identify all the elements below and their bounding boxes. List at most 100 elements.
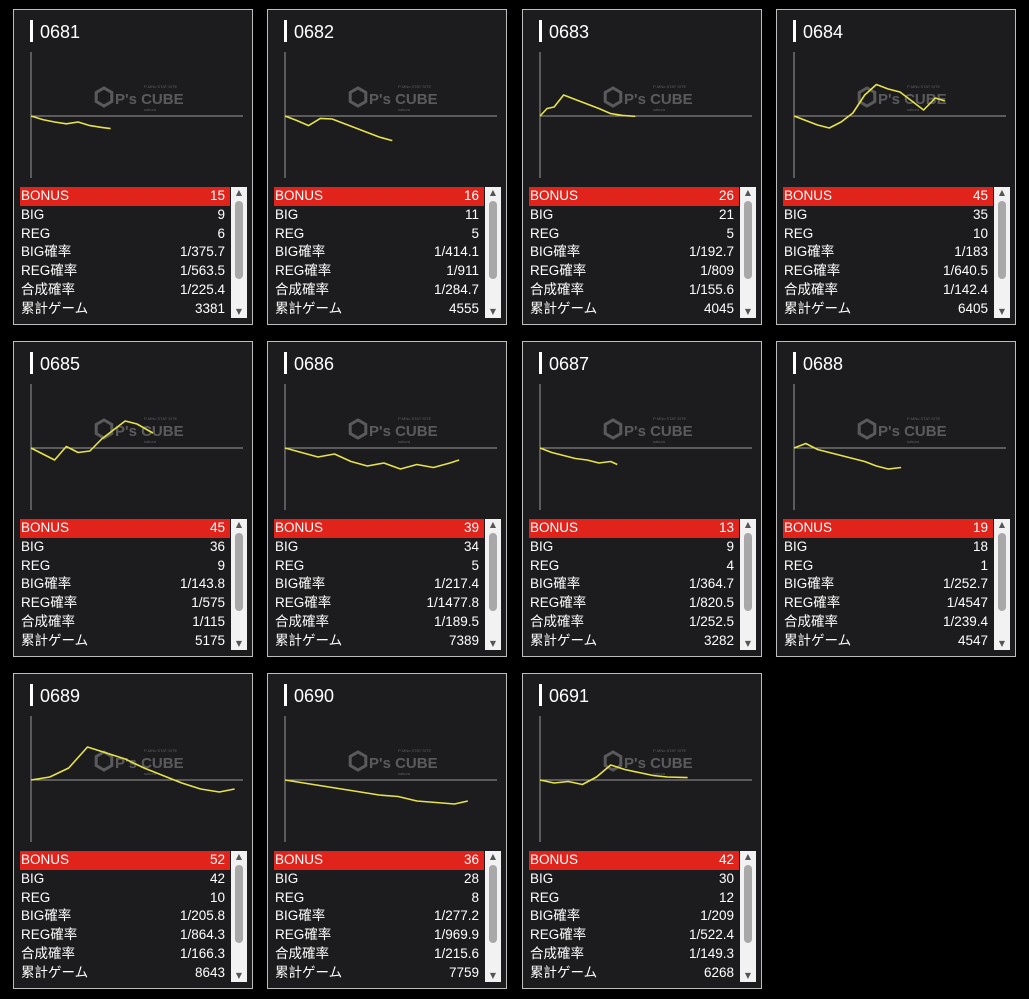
card-header: 0688 [777, 342, 1015, 382]
scroll-down-arrow-icon[interactable]: ▼ [489, 307, 497, 316]
scroll-thumb[interactable] [998, 201, 1006, 279]
games-value: 6405 [957, 300, 988, 316]
card-header: 0686 [268, 342, 506, 382]
stats-scrollbar[interactable]: ▲ ▼ [994, 519, 1010, 650]
machine-number: 0688 [803, 354, 844, 374]
machine-card-0687[interactable]: 0687 P's CUBE P-MNo STAT SITE sakura BONUS… [522, 341, 762, 657]
scroll-up-arrow-icon[interactable]: ▲ [489, 188, 497, 197]
big-prob-value: 1/364.7 [688, 576, 734, 592]
scroll-down-arrow-icon[interactable]: ▼ [998, 307, 1006, 316]
scroll-down-arrow-icon[interactable]: ▼ [744, 971, 752, 980]
big-prob-value: 1/375.7 [179, 244, 225, 260]
watermark-brand: P's CUBE [115, 755, 184, 772]
machine-card-0688[interactable]: 0688 P's CUBE P-MNo STAT SITE sakura BONUS… [776, 341, 1016, 657]
bonus-value: 45 [972, 188, 988, 203]
scroll-up-arrow-icon[interactable]: ▲ [744, 188, 752, 197]
scroll-up-arrow-icon[interactable]: ▲ [235, 188, 243, 197]
bonus-value: 52 [209, 852, 225, 867]
scroll-up-arrow-icon[interactable]: ▲ [744, 852, 752, 861]
scroll-thumb[interactable] [744, 533, 752, 611]
scroll-thumb[interactable] [744, 865, 752, 943]
scroll-up-arrow-icon[interactable]: ▲ [235, 520, 243, 529]
big-value: 36 [209, 538, 225, 554]
scroll-thumb[interactable] [235, 533, 243, 611]
scroll-down-arrow-icon[interactable]: ▼ [489, 971, 497, 980]
big-prob-value: 1/192.7 [688, 244, 734, 260]
watermark-small-bottom: sakura [907, 439, 920, 444]
machine-card-0691[interactable]: 0691 P's CUBE P-MNo STAT SITE sakura BONUS… [522, 673, 762, 989]
stats-scrollbar[interactable]: ▲ ▼ [485, 187, 501, 318]
reg-prob-value: 1/563.5 [179, 263, 225, 279]
watermark-brand: P's CUBE [624, 423, 693, 440]
scroll-up-arrow-icon[interactable]: ▲ [744, 520, 752, 529]
watermark-brand: P's CUBE [115, 91, 184, 108]
machine-card-0690[interactable]: 0690 P's CUBE P-MNo STAT SITE sakura BONUS… [267, 673, 507, 989]
scroll-down-arrow-icon[interactable]: ▼ [235, 639, 243, 648]
reg-row: REG 9 [20, 557, 230, 576]
total-prob-row: 合成確率 1/215.6 [274, 945, 484, 964]
scroll-down-arrow-icon[interactable]: ▼ [235, 971, 243, 980]
stats-scrollbar[interactable]: ▲ ▼ [994, 187, 1010, 318]
big-row: BIG 28 [274, 870, 484, 889]
watermark-small-top: P-MNo STAT SITE [144, 84, 177, 89]
scroll-thumb[interactable] [744, 201, 752, 279]
machine-card-0682[interactable]: 0682 P's CUBE P-MNo STAT SITE sakura BONUS… [267, 9, 507, 325]
reg-value: 12 [718, 889, 734, 905]
machine-card-0681[interactable]: 0681 P's CUBE P-MNo STAT SITE sakura BONUS… [13, 9, 253, 325]
machine-card-0685[interactable]: 0685 P's CUBE P-MNo STAT SITE sakura BONUS… [13, 341, 253, 657]
slump-graph: P's CUBE P-MNo STAT SITE sakura [523, 382, 761, 518]
games-label: 累計ゲーム [275, 964, 343, 980]
stats-scrollbar[interactable]: ▲ ▼ [231, 851, 247, 982]
scroll-up-arrow-icon[interactable]: ▲ [489, 520, 497, 529]
big-prob-row: BIG確率 1/252.7 [783, 575, 993, 594]
card-header: 0681 [14, 10, 252, 50]
stats-scrollbar[interactable]: ▲ ▼ [231, 519, 247, 650]
big-row: BIG 18 [783, 538, 993, 557]
scroll-thumb[interactable] [489, 533, 497, 611]
games-value: 8643 [194, 964, 225, 980]
scroll-down-arrow-icon[interactable]: ▼ [998, 639, 1006, 648]
card-header: 0691 [523, 674, 761, 714]
games-value: 5175 [194, 632, 225, 648]
total-prob-value: 1/166.3 [179, 945, 225, 961]
scroll-up-arrow-icon[interactable]: ▲ [998, 520, 1006, 529]
stats-table: BONUS 45 BIG 35 REG 10 BIG確率 1/183 REG確率 [783, 187, 1013, 319]
games-row: 累計ゲーム 6405 [783, 300, 993, 319]
scroll-thumb[interactable] [489, 201, 497, 279]
title-marker [539, 352, 542, 374]
machine-card-0689[interactable]: 0689 P's CUBE P-MNo STAT SITE sakura BONUS… [13, 673, 253, 989]
big-label: BIG [784, 538, 808, 554]
big-value: 11 [464, 206, 479, 222]
reg-prob-row: REG確率 1/640.5 [783, 262, 993, 281]
stats-scrollbar[interactable]: ▲ ▼ [740, 519, 756, 650]
stats-scrollbar[interactable]: ▲ ▼ [740, 851, 756, 982]
scroll-down-arrow-icon[interactable]: ▼ [744, 639, 752, 648]
slump-line-0691 [539, 764, 688, 786]
bonus-label: BONUS [21, 188, 70, 203]
scroll-thumb[interactable] [235, 865, 243, 943]
stats-scrollbar[interactable]: ▲ ▼ [485, 519, 501, 650]
scroll-thumb[interactable] [489, 865, 497, 943]
scroll-down-arrow-icon[interactable]: ▼ [235, 307, 243, 316]
scroll-up-arrow-icon[interactable]: ▲ [235, 852, 243, 861]
title-marker [793, 20, 796, 42]
total-prob-label: 合成確率 [21, 281, 75, 297]
scroll-up-arrow-icon[interactable]: ▲ [998, 188, 1006, 197]
stats-scrollbar[interactable]: ▲ ▼ [231, 187, 247, 318]
machine-card-0686[interactable]: 0686 P's CUBE P-MNo STAT SITE sakura BONUS… [267, 341, 507, 657]
scroll-down-arrow-icon[interactable]: ▼ [489, 639, 497, 648]
scroll-thumb[interactable] [998, 533, 1006, 611]
big-label: BIG [275, 870, 299, 886]
scroll-up-arrow-icon[interactable]: ▲ [489, 852, 497, 861]
scroll-thumb[interactable] [235, 201, 243, 279]
stats-scrollbar[interactable]: ▲ ▼ [485, 851, 501, 982]
watermark-brand: P's CUBE [369, 423, 438, 440]
machine-card-0683[interactable]: 0683 P's CUBE P-MNo STAT SITE sakura BONUS… [522, 9, 762, 325]
stats-scrollbar[interactable]: ▲ ▼ [740, 187, 756, 318]
games-label: 累計ゲーム [530, 964, 598, 980]
watermark-small-bottom: sakura [398, 107, 411, 112]
scroll-down-arrow-icon[interactable]: ▼ [744, 307, 752, 316]
machine-card-0684[interactable]: 0684 P's CUBE P-MNo STAT SITE sakura BONUS… [776, 9, 1016, 325]
reg-label: REG [530, 889, 560, 905]
title-marker [793, 352, 796, 374]
